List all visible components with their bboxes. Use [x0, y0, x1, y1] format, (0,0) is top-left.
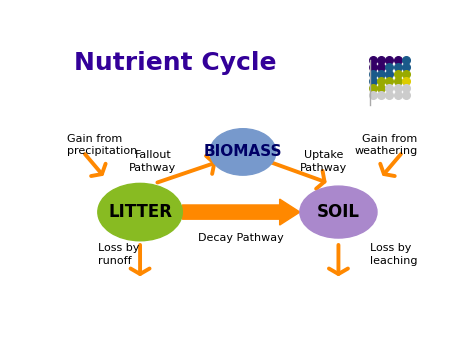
- Text: BIOMASS: BIOMASS: [204, 144, 282, 159]
- Ellipse shape: [300, 186, 377, 238]
- Text: Loss by
leaching: Loss by leaching: [370, 243, 417, 266]
- Text: Nutrient Cycle: Nutrient Cycle: [74, 51, 276, 75]
- Text: Gain from
weathering: Gain from weathering: [354, 134, 418, 156]
- Text: LITTER: LITTER: [108, 203, 172, 221]
- Text: SOIL: SOIL: [317, 203, 360, 221]
- Text: Uptake
Pathway: Uptake Pathway: [300, 150, 347, 173]
- Text: Decay Pathway: Decay Pathway: [198, 233, 284, 242]
- Ellipse shape: [210, 129, 276, 175]
- Ellipse shape: [98, 184, 182, 241]
- Text: Loss by
runoff: Loss by runoff: [98, 243, 139, 266]
- Text: Fallout
Pathway: Fallout Pathway: [129, 150, 176, 173]
- FancyArrow shape: [182, 199, 300, 225]
- Text: Gain from
precipitation: Gain from precipitation: [66, 134, 137, 156]
